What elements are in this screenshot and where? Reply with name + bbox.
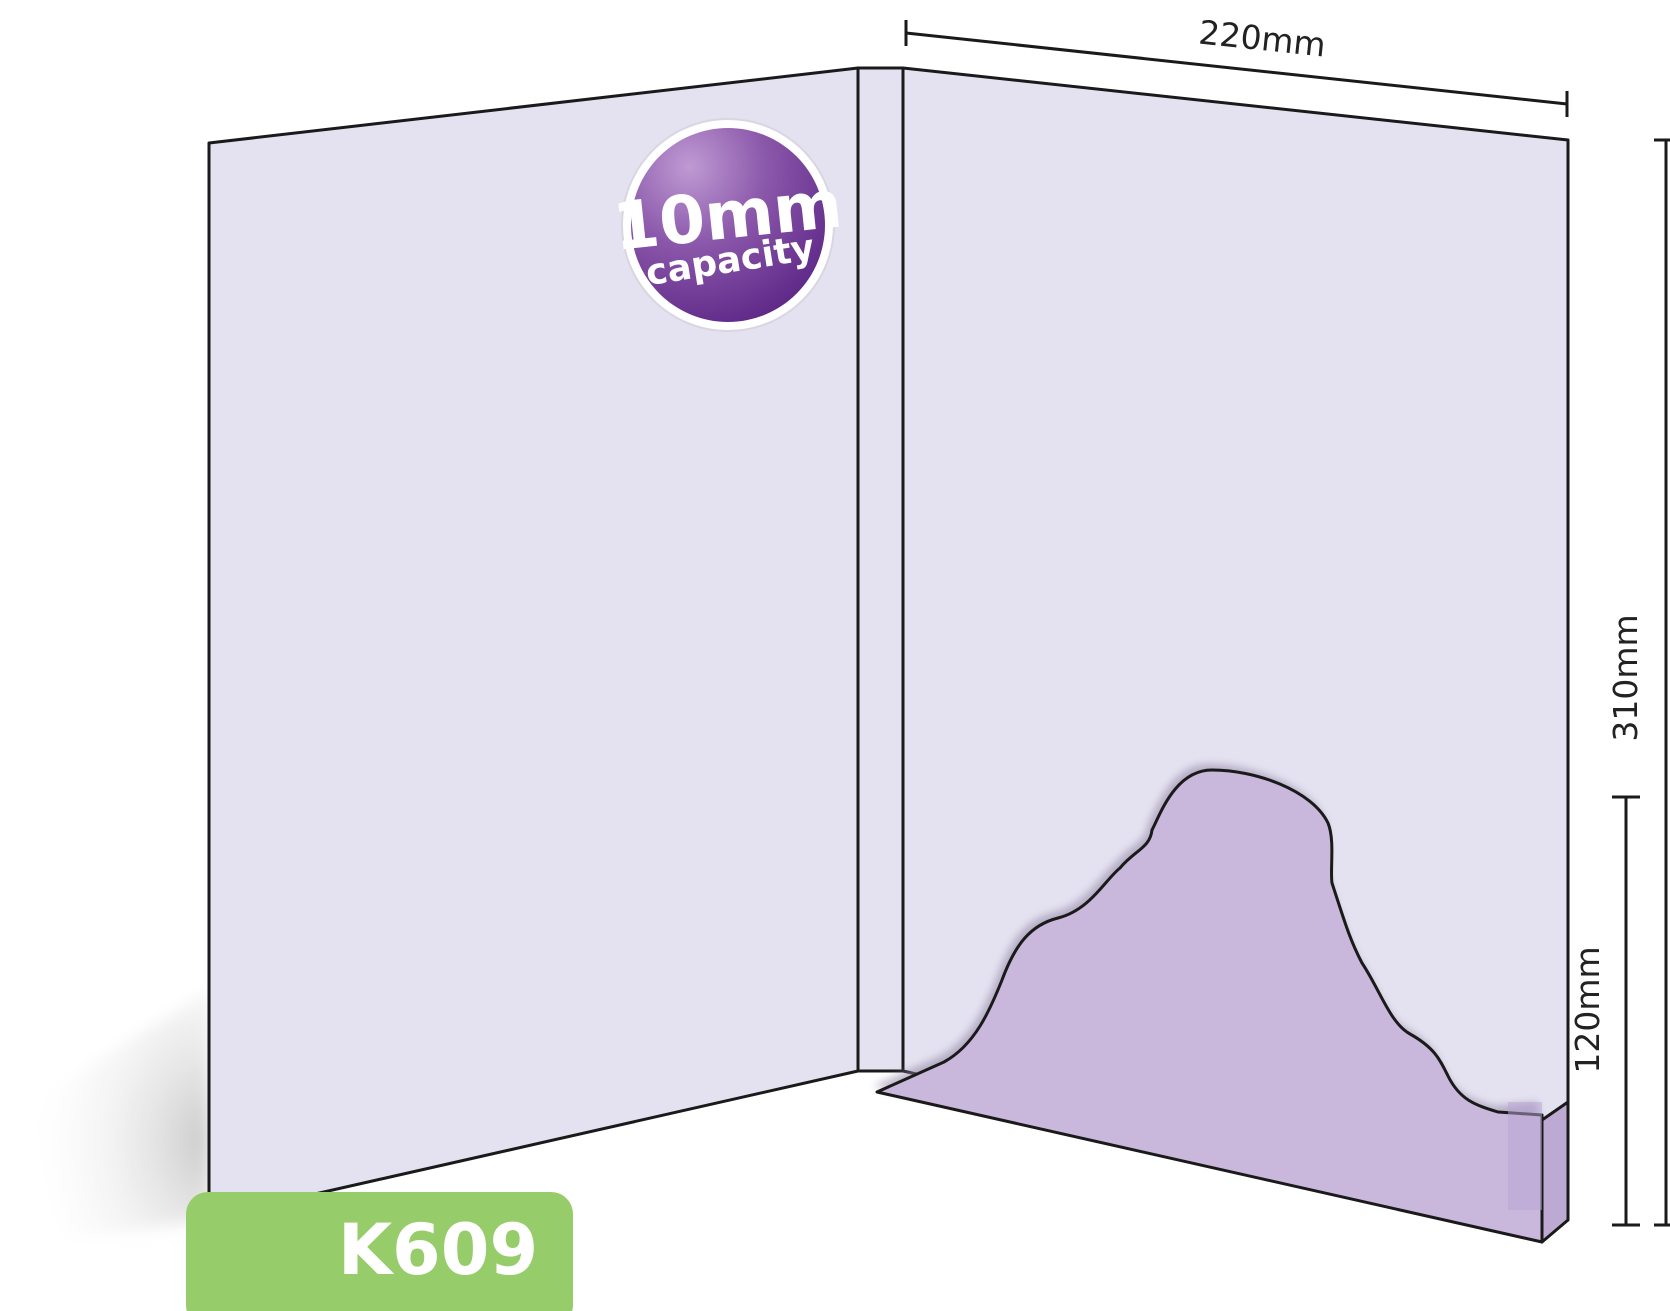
product-code-tag: K609 [186, 1192, 573, 1311]
height-dimension [1654, 138, 1670, 1227]
capacity-badge: 10mm capacity [610, 118, 846, 332]
pocket-height-dimension [1612, 795, 1640, 1227]
pocket-height-label: 120mm [1568, 946, 1607, 1073]
pocket-side-flap [1540, 1100, 1570, 1244]
spine [856, 66, 905, 1073]
floor-shadow [20, 990, 210, 1240]
pocket [875, 768, 1544, 1244]
height-label: 310mm [1606, 614, 1645, 741]
pocket-side-highlight [1508, 1102, 1542, 1210]
product-code: K609 [338, 1209, 538, 1291]
width-label: 220mm [1197, 13, 1328, 65]
width-dimension [904, 20, 1569, 117]
